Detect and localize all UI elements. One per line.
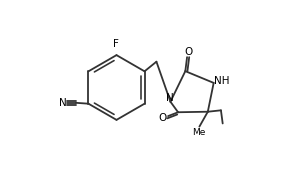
Text: Me: Me (192, 128, 206, 137)
Text: NH: NH (214, 76, 230, 86)
Text: N: N (166, 93, 173, 103)
Text: O: O (184, 47, 192, 57)
Text: O: O (159, 113, 167, 123)
Text: N: N (59, 98, 67, 108)
Text: F: F (113, 39, 118, 49)
